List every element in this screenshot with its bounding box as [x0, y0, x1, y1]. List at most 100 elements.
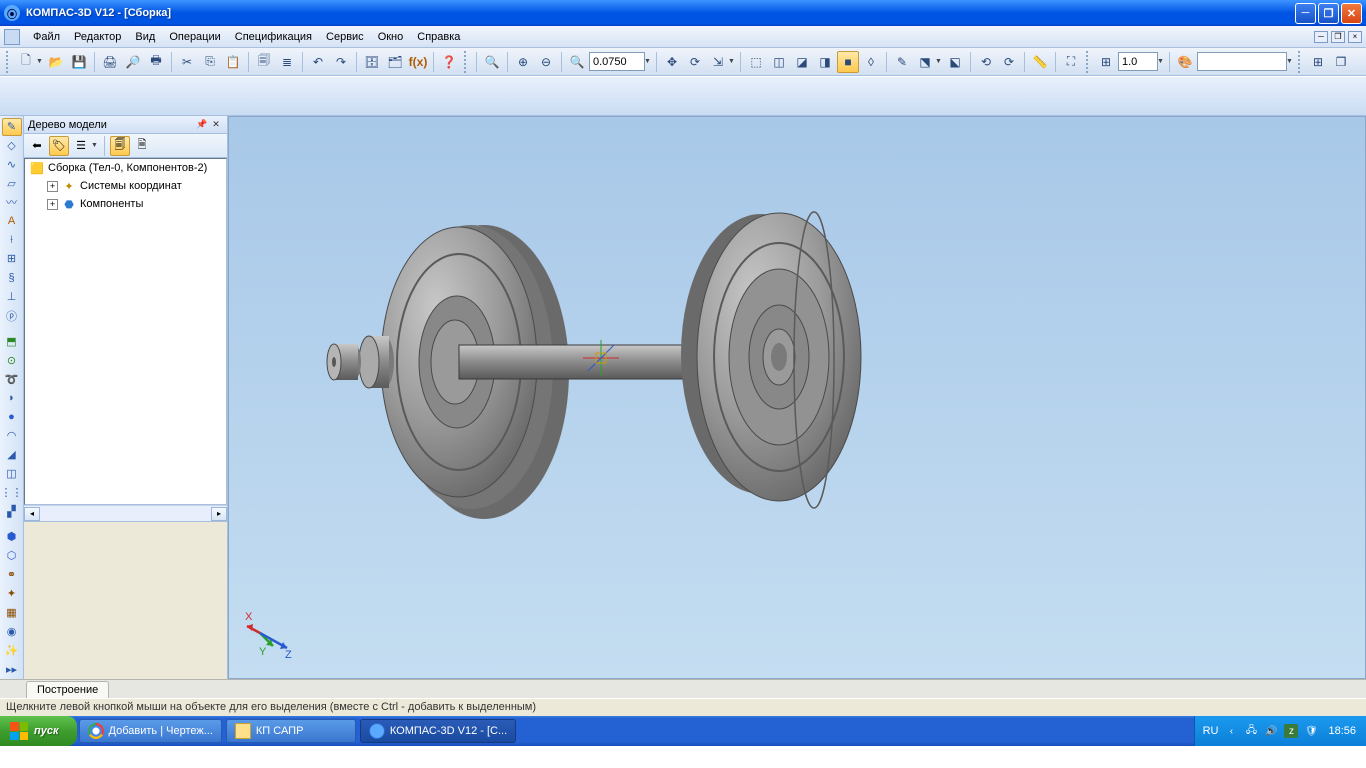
- cut-button[interactable]: ✂: [176, 51, 198, 73]
- zoom-input[interactable]: [589, 52, 645, 71]
- toolbar-grip[interactable]: [1298, 51, 1303, 73]
- zoom-dropdown[interactable]: ▼: [644, 58, 652, 65]
- tree-back-button[interactable]: ⬅: [27, 136, 47, 156]
- tray-app-icon[interactable]: z: [1284, 724, 1298, 738]
- rebuild-button[interactable]: ⟲: [975, 51, 997, 73]
- window-tile-button[interactable]: ⊞: [1307, 51, 1329, 73]
- expand-button[interactable]: +: [47, 199, 58, 210]
- section-view-button[interactable]: ⬕: [944, 51, 966, 73]
- chamfer-button[interactable]: ◢: [2, 446, 22, 464]
- language-indicator[interactable]: RU: [1203, 725, 1219, 737]
- mdi-restore-button[interactable]: ❐: [1331, 31, 1345, 43]
- pan-button[interactable]: ✥: [661, 51, 683, 73]
- parameters-button[interactable]: ⓟ: [2, 307, 22, 325]
- appearance-input[interactable]: [1197, 52, 1287, 71]
- refresh-button[interactable]: ⟳: [998, 51, 1020, 73]
- tree-config-button[interactable]: 🗎: [132, 136, 152, 156]
- window-cascade-button[interactable]: ❐: [1330, 51, 1352, 73]
- shell-button[interactable]: ◫: [2, 464, 22, 482]
- hidden-lines-button[interactable]: ◫: [768, 51, 790, 73]
- variables-button[interactable]: f(x): [407, 51, 429, 73]
- zoom-window-button[interactable]: 🔍: [481, 51, 503, 73]
- window-close-button[interactable]: ✕: [1341, 3, 1362, 24]
- context-help-button[interactable]: ❓: [438, 51, 460, 73]
- tree-body[interactable]: 🟨 Сборка (Тел-0, Компонентов-2) + ✦ Сист…: [24, 158, 227, 505]
- start-button[interactable]: пуск: [0, 716, 77, 746]
- table-button[interactable]: ⊞: [2, 250, 22, 268]
- expand-button[interactable]: +: [47, 181, 58, 192]
- snap-button[interactable]: ⊞: [1095, 51, 1117, 73]
- perspective-button[interactable]: ◊: [860, 51, 882, 73]
- fillet-button[interactable]: ◠: [2, 427, 22, 445]
- print-preview-button[interactable]: 🔎: [122, 51, 144, 73]
- toolbar-grip[interactable]: [464, 51, 469, 73]
- properties-button[interactable]: 🗐: [253, 51, 275, 73]
- loft-button[interactable]: ◗: [2, 389, 22, 407]
- tree-root-node[interactable]: 🟨 Сборка (Тел-0, Компонентов-2): [25, 159, 226, 177]
- window-maximize-button[interactable]: ❐: [1318, 3, 1339, 24]
- new-button[interactable]: 🗋: [15, 51, 37, 73]
- section-button[interactable]: ⬔: [914, 51, 936, 73]
- extrude-button[interactable]: ⬒: [2, 332, 22, 350]
- measure-button[interactable]: 📏: [1029, 51, 1051, 73]
- orientation-triad[interactable]: X Y Z: [245, 598, 305, 658]
- taskbar-item-browser[interactable]: Добавить | Чертеж...: [79, 719, 222, 743]
- tray-volume-icon[interactable]: 🔊: [1264, 724, 1278, 738]
- tray-network-icon[interactable]: 🖧: [1244, 724, 1258, 738]
- 3d-viewport[interactable]: X Y Z: [228, 116, 1366, 679]
- revolve-button[interactable]: ⊙: [2, 351, 22, 369]
- constraints-button[interactable]: ⊥: [2, 288, 22, 306]
- spline-button[interactable]: 〰: [2, 193, 22, 211]
- orient-dropdown[interactable]: ▼: [728, 58, 736, 65]
- sketch-button[interactable]: ◇: [2, 137, 22, 155]
- scroll-right-button[interactable]: ▸: [211, 507, 227, 521]
- section-dropdown[interactable]: ▼: [935, 58, 943, 65]
- tree-structure-button[interactable]: 🏷: [49, 136, 69, 156]
- shaded-button[interactable]: ■: [837, 51, 859, 73]
- appearance-button[interactable]: 🎨: [1174, 51, 1196, 73]
- symbols-button[interactable]: §: [2, 269, 22, 287]
- hole-button[interactable]: ●: [2, 408, 22, 426]
- menu-help[interactable]: Справка: [410, 29, 467, 45]
- mirror-button[interactable]: ▞: [2, 502, 22, 520]
- tree-node-coords[interactable]: + ✦ Системы координат: [25, 177, 226, 195]
- shaded-wire-button[interactable]: ◨: [814, 51, 836, 73]
- sweep-button[interactable]: ➰: [2, 370, 22, 388]
- mate-button[interactable]: ⚭: [2, 566, 22, 584]
- explode-button[interactable]: ✦: [2, 585, 22, 603]
- orient-button[interactable]: ⇲: [707, 51, 729, 73]
- tree-close-button[interactable]: ✕: [209, 118, 223, 132]
- menu-operations[interactable]: Операции: [162, 29, 227, 45]
- scroll-left-button[interactable]: ◂: [24, 507, 40, 521]
- expand-left-toolbar[interactable]: ▸▸: [2, 661, 22, 679]
- tray-shield-icon[interactable]: 🛡: [1304, 724, 1318, 738]
- paste-button[interactable]: 📋: [222, 51, 244, 73]
- plot-button[interactable]: 🖶: [145, 51, 167, 73]
- menu-service[interactable]: Сервис: [319, 29, 371, 45]
- menu-specification[interactable]: Спецификация: [228, 29, 319, 45]
- toolbar-grip[interactable]: [1086, 51, 1091, 73]
- analysis-button[interactable]: ◉: [2, 622, 22, 640]
- render-button[interactable]: ✨: [2, 641, 22, 659]
- tree-filter-button[interactable]: ☰: [71, 136, 91, 156]
- bom-button[interactable]: ▦: [2, 603, 22, 621]
- appearance-dropdown[interactable]: ▼: [1286, 58, 1294, 65]
- mdi-close-button[interactable]: ×: [1348, 31, 1362, 43]
- mdi-minimize-button[interactable]: ─: [1314, 31, 1328, 43]
- redo-button[interactable]: ↷: [330, 51, 352, 73]
- zoom-scale-button[interactable]: 🔍: [566, 51, 588, 73]
- rotate-button[interactable]: ⟳: [684, 51, 706, 73]
- move-component-button[interactable]: ⬡: [2, 547, 22, 565]
- tree-h-scrollbar[interactable]: ◂ ▸: [24, 505, 227, 521]
- taskbar-clock[interactable]: 18:56: [1328, 725, 1356, 737]
- text-button[interactable]: A: [2, 212, 22, 230]
- window-minimize-button[interactable]: ─: [1295, 3, 1316, 24]
- add-component-button[interactable]: ⬢: [2, 528, 22, 546]
- taskbar-item-kompas[interactable]: КОМПАС-3D V12 - [С...: [360, 719, 516, 743]
- menu-editor[interactable]: Редактор: [67, 29, 128, 45]
- tree-display-button[interactable]: 🗐: [110, 136, 130, 156]
- layers-button[interactable]: ≣: [276, 51, 298, 73]
- taskbar-item-folder[interactable]: КП САПР: [226, 719, 356, 743]
- tree-filter-dropdown[interactable]: ▼: [91, 142, 99, 149]
- menu-file[interactable]: Файл: [26, 29, 67, 45]
